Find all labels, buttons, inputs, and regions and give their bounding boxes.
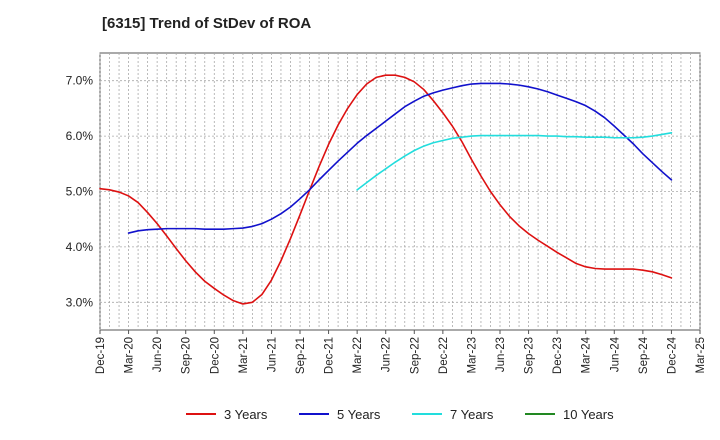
legend: 3 Years 5 Years 7 Years 10 Years: [186, 407, 614, 422]
grid-lines: [99, 53, 701, 330]
x-tick-label: Dec-24: [666, 336, 678, 374]
x-tick-label: Sep-24: [638, 336, 650, 374]
x-tick-label: Dec-23: [552, 337, 564, 374]
x-tick-label: Jun-24: [609, 336, 621, 372]
x-tick-label: Mar-20: [124, 337, 136, 373]
x-tick-label: Mar-22: [352, 337, 364, 373]
series-layer: [99, 74, 673, 305]
y-tick-label: 4.0%: [66, 240, 94, 254]
x-tick-label: Dec-20: [209, 337, 221, 374]
x-tick-label: Sep-20: [181, 337, 193, 374]
legend-label: 3 Years: [224, 407, 268, 422]
x-axis-ticks: Dec-19 Mar-20 Jun-20 Sep-20 Dec-20 Mar-21 Jun-…: [95, 330, 707, 374]
x-tick-label: Dec-19: [95, 337, 107, 374]
legend-label: 7 Years: [450, 407, 494, 422]
x-tick-label: Dec-21: [324, 337, 336, 374]
y-tick-label: 3.0%: [66, 295, 94, 309]
x-tick-label: Sep-22: [409, 337, 421, 374]
x-tick-label: Mar-24: [581, 336, 593, 373]
legend-label: 10 Years: [563, 407, 614, 422]
y-tick-label: 7.0%: [66, 74, 94, 88]
x-tick-label: Dec-22: [438, 337, 450, 374]
x-tick-label: Sep-23: [524, 337, 536, 374]
series-line-3-years: [99, 74, 673, 305]
x-tick-label: Mar-21: [238, 337, 250, 373]
series-line-7-years: [356, 131, 673, 191]
chart-title: [6315] Trend of StDev of ROA: [102, 15, 312, 32]
x-tick-label: Jun-21: [266, 337, 278, 372]
x-tick-label: Jun-22: [381, 337, 393, 372]
y-tick-label: 6.0%: [66, 129, 94, 143]
y-tick-label: 5.0%: [66, 185, 94, 199]
x-tick-label: Mar-23: [466, 337, 478, 373]
series-line-5-years: [127, 82, 673, 234]
x-tick-label: Sep-21: [295, 337, 307, 374]
x-tick-label: Mar-25: [695, 337, 707, 373]
x-tick-label: Jun-23: [495, 337, 507, 372]
legend-label: 5 Years: [337, 407, 381, 422]
x-tick-label: Jun-20: [152, 337, 164, 372]
y-axis-ticks: 3.0% 4.0% 5.0% 6.0% 7.0%: [66, 74, 94, 310]
